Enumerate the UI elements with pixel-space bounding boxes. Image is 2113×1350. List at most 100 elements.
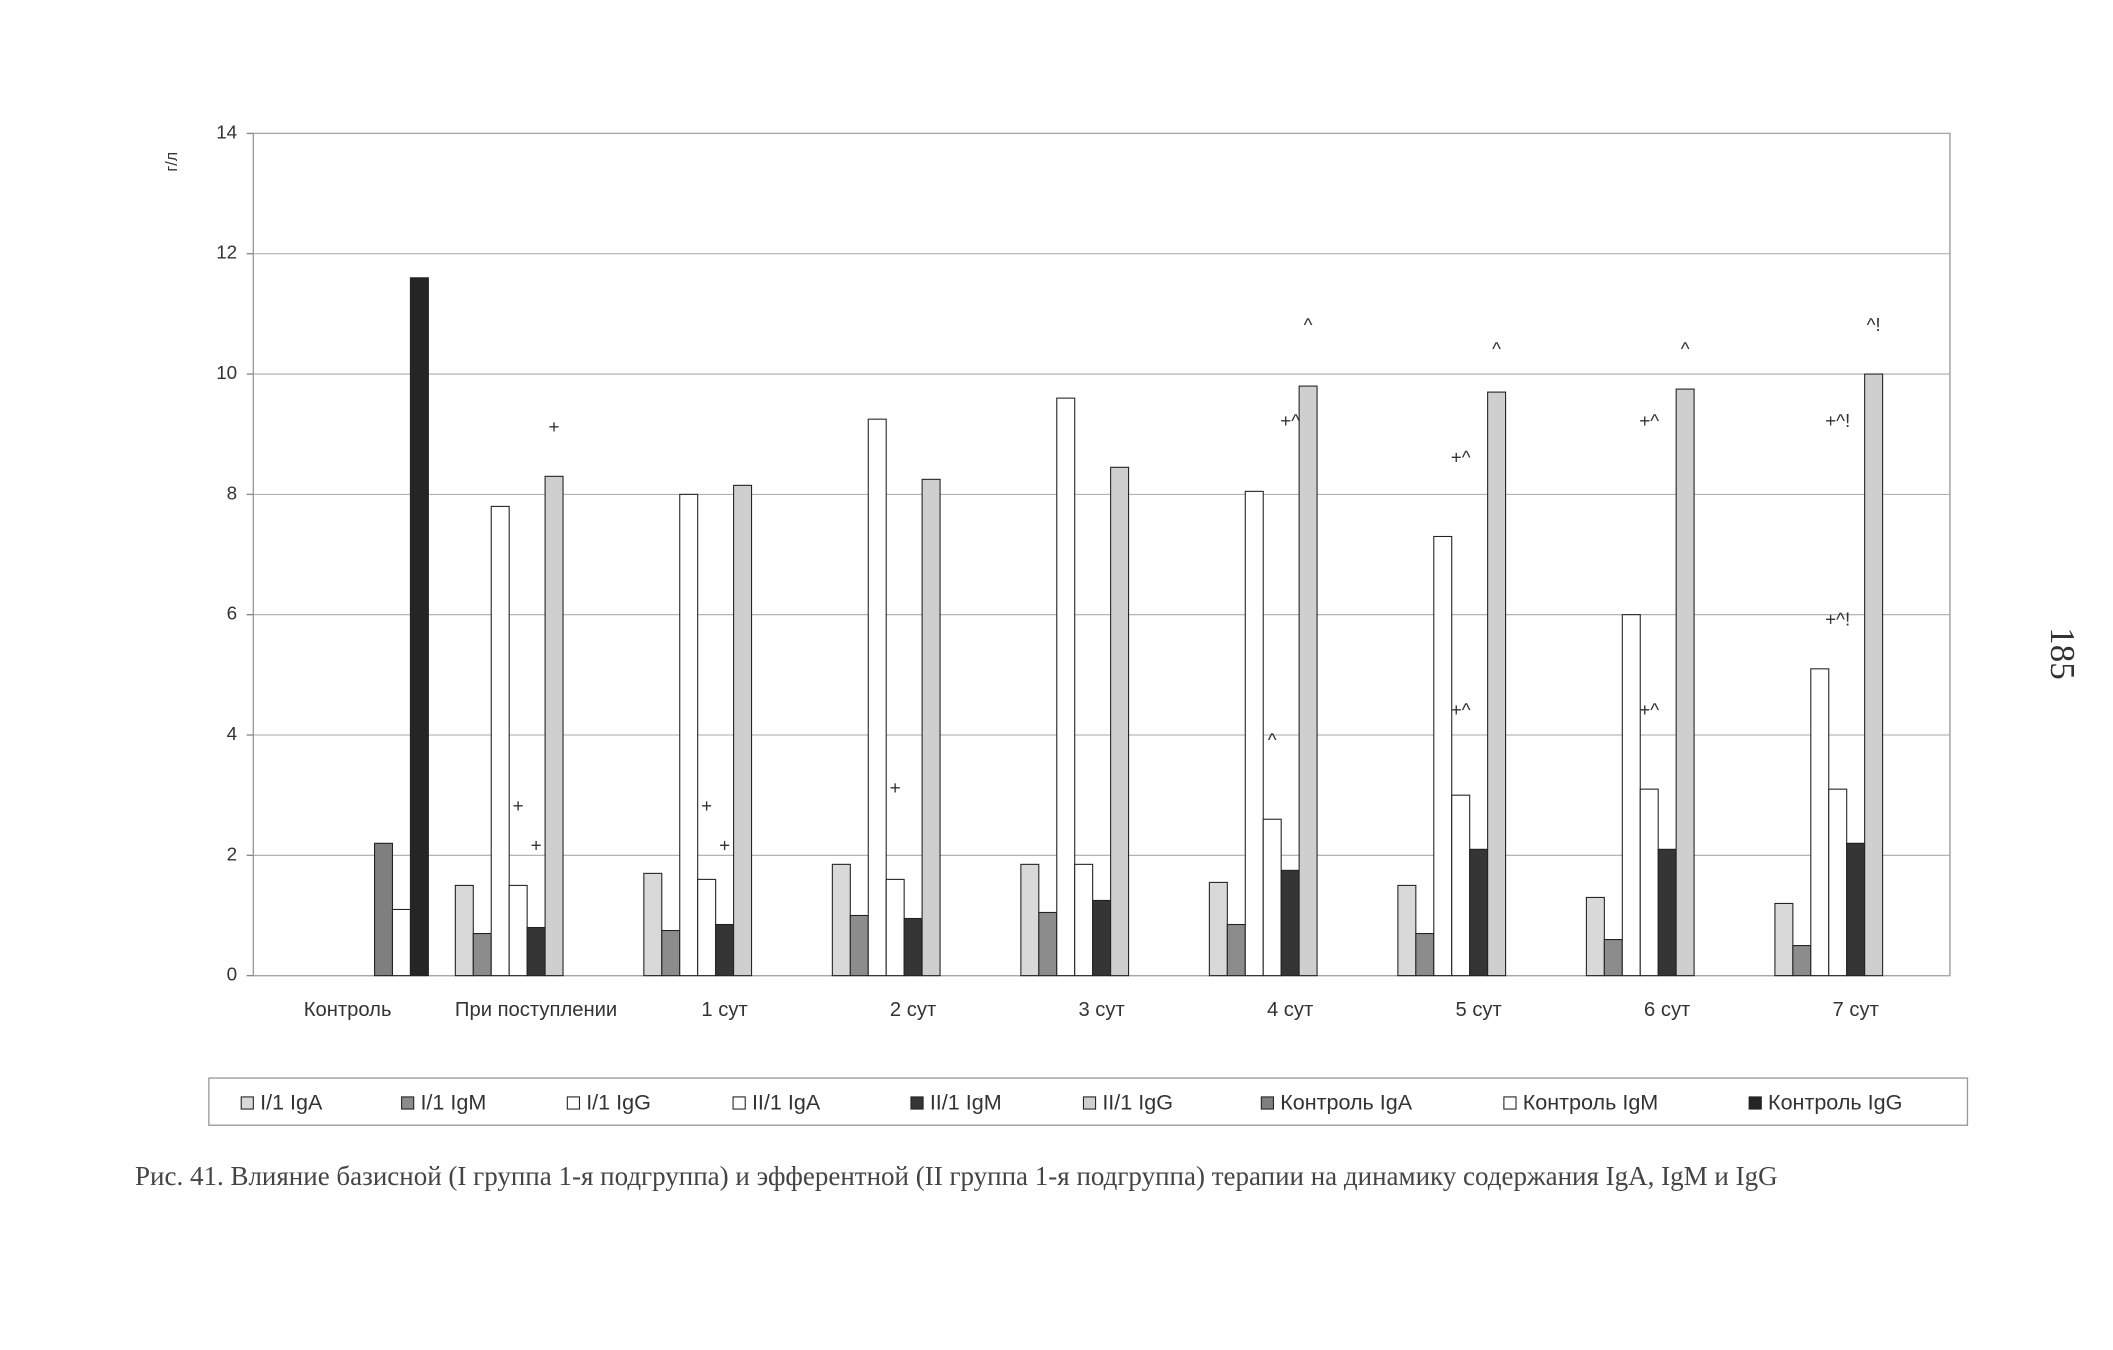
- bar: [373, 842, 394, 977]
- y-tick-label: 10: [216, 362, 237, 383]
- bar: [903, 917, 923, 977]
- annotation: ^: [1681, 338, 1690, 359]
- x-tick-label: Контроль: [303, 998, 392, 1022]
- x-tick-label-box: 5 сут: [1455, 998, 1502, 1022]
- bar: [1056, 397, 1076, 977]
- y-axis-label: г/л: [163, 152, 181, 172]
- bar: [831, 863, 851, 977]
- legend-swatch: [401, 1096, 415, 1110]
- x-tick-label: 7 сут: [1832, 998, 1879, 1022]
- x-tick-label: 1 сут: [701, 998, 748, 1022]
- bar: [1280, 869, 1300, 977]
- legend-swatch: [1748, 1096, 1762, 1110]
- bar: [1846, 842, 1866, 977]
- bar: [1208, 881, 1228, 977]
- bar: [1226, 923, 1246, 977]
- y-tick-label: 12: [216, 242, 237, 263]
- bar: [1110, 466, 1130, 977]
- legend-swatch: [1260, 1096, 1274, 1110]
- legend-frame: [208, 1077, 1969, 1126]
- legend-label: I/1 IgG: [586, 1089, 651, 1114]
- bar: [1397, 884, 1417, 977]
- legend-swatch: [240, 1096, 254, 1110]
- x-tick-label-box: 6 сут: [1643, 998, 1691, 1022]
- bar: [508, 884, 528, 977]
- bar: [1864, 373, 1884, 977]
- legend-label: I/1 IgM: [420, 1089, 486, 1114]
- annotation: ^: [1304, 314, 1313, 335]
- x-tick-label: 6 сут: [1643, 998, 1691, 1022]
- legend-label: I/1 IgA: [260, 1089, 323, 1114]
- bar: [1415, 932, 1435, 977]
- bar: [1603, 939, 1623, 977]
- caption: Рис. 41. Влияние базисной (I группа 1-я …: [135, 1161, 1778, 1191]
- legend-swatch: [1082, 1096, 1097, 1110]
- annotation: ^!: [1867, 314, 1881, 335]
- annotation: +^!: [1825, 609, 1850, 630]
- x-tick-label-box: 2 сут: [889, 998, 937, 1022]
- x-tick-label-box: При поступлении: [454, 998, 618, 1022]
- bar: [391, 908, 411, 977]
- annotation: +^: [1639, 410, 1659, 431]
- y-tick-label: 6: [227, 603, 238, 624]
- bar: [715, 923, 735, 977]
- bar: [643, 872, 663, 977]
- bar: [849, 914, 869, 977]
- bar: [1038, 911, 1058, 977]
- x-tick-label: 2 сут: [889, 998, 937, 1022]
- x-tick-label-box: 1 сут: [701, 998, 748, 1022]
- y-tick-label: 8: [227, 482, 238, 503]
- bar: [1074, 863, 1094, 977]
- x-tick-label-box: 4 сут: [1266, 998, 1314, 1022]
- bar: [697, 878, 717, 977]
- legend-label: Контроль IgM: [1523, 1089, 1659, 1114]
- bar: [472, 932, 492, 977]
- bar: [544, 475, 564, 977]
- bar: [1433, 535, 1453, 977]
- bar: [526, 926, 546, 977]
- bar: [490, 505, 510, 977]
- annotation: +^: [1451, 446, 1471, 467]
- bar: [1774, 902, 1794, 977]
- bar: [1621, 614, 1641, 977]
- x-tick-label-box: Контроль: [303, 998, 392, 1022]
- annotation: +: [531, 834, 542, 855]
- bar: [661, 929, 681, 977]
- page-number: 185: [2043, 627, 2082, 680]
- annotation: +: [719, 834, 730, 855]
- bar: [1451, 794, 1471, 977]
- x-tick-label: 4 сут: [1266, 998, 1314, 1022]
- annotation: +^: [1451, 699, 1471, 720]
- x-tick-label: 3 сут: [1078, 998, 1125, 1022]
- bar: [1020, 863, 1040, 977]
- legend-swatch: [1503, 1096, 1517, 1110]
- annotation: +: [513, 795, 524, 816]
- y-tick-label: 14: [216, 121, 237, 142]
- x-tick-label: 5 сут: [1455, 998, 1502, 1022]
- annotation: +^: [1280, 410, 1300, 431]
- bar: [1298, 385, 1318, 977]
- y-tick-label: 0: [227, 964, 238, 985]
- annotation: ^: [1268, 729, 1277, 750]
- legend-swatch: [732, 1096, 746, 1110]
- x-tick-label: При поступлении: [454, 998, 618, 1022]
- bar: [1469, 848, 1489, 977]
- x-tick-label-box: 7 сут: [1832, 998, 1879, 1022]
- y-tick-label: 4: [227, 723, 238, 744]
- bar: [679, 493, 699, 977]
- annotation: +: [549, 416, 560, 437]
- bar: [1092, 899, 1112, 977]
- bar: [1585, 896, 1605, 977]
- legend-swatch: [566, 1096, 580, 1110]
- bar: [409, 277, 429, 977]
- legend-label: Контроль IgG: [1768, 1089, 1902, 1114]
- annotation: +^!: [1825, 410, 1850, 431]
- bar: [1792, 945, 1812, 977]
- bar: [1675, 388, 1695, 977]
- bar: [867, 418, 887, 977]
- legend-swatch: [910, 1096, 924, 1110]
- annotation: +: [890, 777, 901, 798]
- bar: [733, 484, 753, 977]
- legend-label: II/1 IgG: [1102, 1089, 1173, 1114]
